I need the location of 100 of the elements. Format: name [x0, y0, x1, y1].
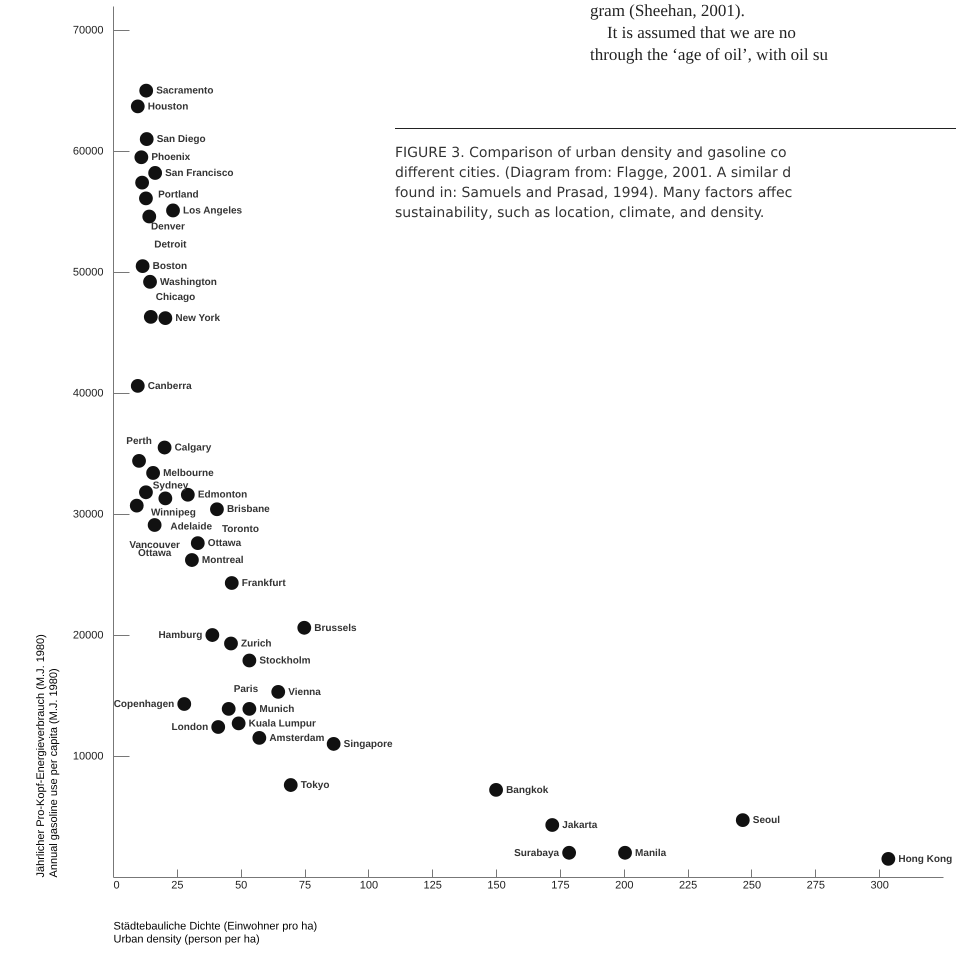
y-tick-label: 70000	[72, 24, 104, 37]
annotation: New York	[175, 313, 220, 324]
x-tick-label: 250	[742, 880, 762, 892]
annotation: Phoenix	[151, 152, 191, 164]
point	[144, 310, 158, 324]
point	[139, 485, 153, 500]
annotation: Paris	[234, 684, 259, 695]
x-tick-label: 275	[806, 880, 825, 892]
point	[134, 150, 148, 164]
point	[158, 491, 172, 506]
annotation: Bangkok	[506, 784, 549, 796]
annotation: Sydney	[152, 480, 189, 492]
x-tick-label: 125	[424, 880, 442, 892]
x-tick-label: 100	[360, 880, 378, 892]
annotation: Ottawa	[138, 548, 172, 559]
point	[242, 654, 256, 668]
point	[135, 176, 150, 190]
point	[222, 702, 236, 716]
annotation: Brussels	[314, 622, 357, 634]
point	[177, 697, 192, 711]
annotation: Stockholm	[259, 655, 311, 666]
annotation: Ottawa	[208, 538, 242, 550]
annotation: Canberra	[148, 380, 192, 392]
annotation: Singapore	[344, 738, 393, 750]
point	[185, 553, 199, 567]
point	[130, 378, 145, 393]
annotation: Washington	[160, 276, 217, 288]
annotation: Detroit	[154, 239, 188, 250]
annotation: FIGURE 3. Comparison of urban density and gasoline co different cities. (Diagram from: Flagge, 2001. A similar d found in: Samuels and Prasad, 1994). Many factors affec sustainability, such as location, climate, and density.	[395, 128, 956, 223]
point	[148, 166, 162, 180]
point	[146, 466, 160, 480]
point	[224, 636, 238, 650]
annotation: Los Angeles	[183, 205, 243, 216]
x-axis-title: Städtebauliche Dichte (Einwohner pro ha) Urban density (person per ha)	[114, 920, 318, 946]
annotation: Calgary	[174, 442, 212, 454]
point	[326, 737, 341, 751]
annotation: Hong Kong	[898, 854, 952, 865]
point	[205, 628, 220, 642]
annotation: Manila	[635, 848, 667, 859]
point	[242, 702, 256, 716]
annotation: Zurich	[240, 638, 272, 650]
y-tick-label: 60000	[72, 146, 104, 158]
point	[139, 84, 154, 98]
y-tick-label: 50000	[72, 266, 104, 279]
annotation: Perth	[126, 436, 152, 447]
point	[232, 716, 246, 730]
point	[139, 191, 153, 206]
point	[618, 846, 632, 860]
annotation: Kuala Lumpur	[248, 718, 316, 730]
annotation: Surabaya	[514, 848, 560, 859]
point	[252, 731, 266, 745]
annotation: Denver	[150, 221, 185, 232]
point	[142, 210, 156, 224]
annotation: Melbourne	[163, 468, 214, 479]
x-tick-label: 150	[487, 880, 506, 892]
annotation: Vienna	[288, 686, 322, 698]
point	[224, 576, 239, 590]
point	[881, 852, 896, 866]
y-axis-title: Jährlicher Pro-Kopf-Energieverbrauch (M.J. 1980) Annual gasoline use per capita (M.J. 1980)	[34, 634, 60, 878]
annotation: Boston	[152, 261, 188, 272]
point	[284, 778, 298, 792]
x-tick-label: 25	[171, 880, 184, 892]
point	[562, 846, 576, 860]
point	[130, 498, 144, 512]
point	[158, 440, 172, 454]
point	[143, 274, 157, 289]
annotation: London	[172, 722, 208, 733]
y-tick-label: 30000	[72, 508, 104, 521]
point	[190, 536, 205, 550]
point	[132, 454, 146, 468]
point	[136, 259, 150, 273]
x-tick-label: 300	[870, 880, 889, 892]
point	[158, 311, 172, 325]
x-tick-label: 175	[551, 880, 570, 892]
annotation: Frankfurt	[242, 578, 286, 590]
y-tick-label: 40000	[72, 388, 104, 400]
point	[297, 620, 312, 635]
annotation: Adelaide	[170, 521, 212, 532]
y-tick-label: 20000	[72, 630, 104, 642]
x-tick-label: 50	[235, 880, 248, 892]
annotation: Brisbane	[226, 504, 270, 516]
annotation: Portland	[158, 190, 199, 201]
point	[166, 204, 180, 218]
annotation: Jakarta	[562, 820, 598, 831]
point	[271, 685, 286, 699]
y-tick-label: 10000	[72, 750, 104, 763]
x-tick-label: 200	[615, 880, 634, 892]
annotation: Houston	[148, 101, 188, 112]
annotation: Sacramento	[156, 86, 214, 97]
annotation: Seoul	[752, 815, 780, 826]
annotation: Amsterdam	[269, 732, 324, 744]
point	[130, 100, 145, 114]
annotation: Edmonton	[198, 490, 248, 501]
point	[545, 818, 560, 832]
annotation: Copenhagen	[114, 699, 174, 710]
x-tick-label: 0	[114, 880, 120, 892]
annotation: Montreal	[202, 555, 244, 566]
point	[140, 132, 154, 146]
x-tick-label: 75	[298, 880, 312, 892]
x-tick-label: 225	[678, 880, 698, 892]
